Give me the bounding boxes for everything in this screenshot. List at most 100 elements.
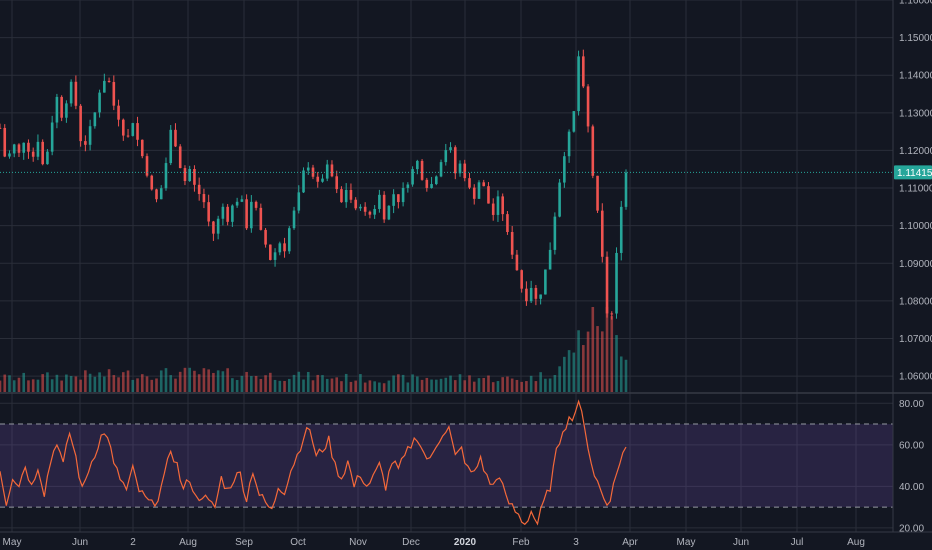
candle-body[interactable] <box>458 163 462 174</box>
candle-body[interactable] <box>496 196 500 215</box>
candle-body[interactable] <box>392 194 395 206</box>
candle-body[interactable] <box>501 196 504 215</box>
candle-body[interactable] <box>79 105 82 142</box>
candle-body[interactable] <box>283 243 286 252</box>
candle-body[interactable] <box>27 142 30 152</box>
candle-body[interactable] <box>226 206 229 222</box>
candle-body[interactable] <box>202 194 206 203</box>
candle-body[interactable] <box>136 123 139 140</box>
candle-body[interactable] <box>145 156 149 176</box>
candle-body[interactable] <box>401 187 405 203</box>
candle-body[interactable] <box>444 150 448 163</box>
candle-body[interactable] <box>425 179 429 188</box>
candle-body[interactable] <box>387 205 391 220</box>
candle-body[interactable] <box>330 164 334 177</box>
candle-body[interactable] <box>264 229 267 245</box>
candle-body[interactable] <box>155 189 158 200</box>
candle-body[interactable] <box>553 216 557 250</box>
candle-body[interactable] <box>567 131 571 157</box>
candle-body[interactable] <box>50 122 54 152</box>
candle-body[interactable] <box>84 141 87 145</box>
candle-body[interactable] <box>406 184 410 188</box>
candle-body[interactable] <box>259 207 263 230</box>
candle-body[interactable] <box>188 169 191 182</box>
candle-body[interactable] <box>3 127 7 157</box>
candle-body[interactable] <box>88 126 92 145</box>
candle-body[interactable] <box>60 96 63 118</box>
candle-body[interactable] <box>321 178 324 182</box>
candle-body[interactable] <box>435 176 438 185</box>
candle-body[interactable] <box>117 105 120 120</box>
candle-body[interactable] <box>420 160 424 180</box>
candle-body[interactable] <box>610 313 614 315</box>
candle-body[interactable] <box>416 160 419 170</box>
candle-body[interactable] <box>525 288 528 302</box>
candle-body[interactable] <box>306 167 310 171</box>
candle-body[interactable] <box>0 127 2 129</box>
candle-body[interactable] <box>245 199 248 229</box>
candle-body[interactable] <box>98 92 101 113</box>
candle-body[interactable] <box>563 156 566 183</box>
candle-body[interactable] <box>250 201 253 229</box>
candle-body[interactable] <box>624 172 628 207</box>
candle-body[interactable] <box>529 287 533 302</box>
candle-body[interactable] <box>292 210 296 229</box>
candle-body[interactable] <box>520 270 523 289</box>
candle-body[interactable] <box>316 176 320 182</box>
candle-body[interactable] <box>368 211 372 215</box>
price-candles[interactable] <box>0 49 628 320</box>
candle-body[interactable] <box>207 202 210 222</box>
candle-body[interactable] <box>373 208 376 215</box>
candle-body[interactable] <box>378 194 381 209</box>
candle-body[interactable] <box>169 129 173 164</box>
candle-body[interactable] <box>477 182 481 199</box>
candle-body[interactable] <box>269 244 272 260</box>
candle-body[interactable] <box>572 111 576 132</box>
candle-body[interactable] <box>510 232 514 255</box>
candle-body[interactable] <box>46 151 49 165</box>
candle-body[interactable] <box>297 192 301 211</box>
candle-body[interactable] <box>221 206 225 219</box>
rsi-line[interactable] <box>0 399 627 526</box>
candle-body[interactable] <box>216 218 220 234</box>
candle-body[interactable] <box>174 129 177 147</box>
candle-body[interactable] <box>122 119 125 136</box>
candle-body[interactable] <box>107 80 111 83</box>
candle-body[interactable] <box>515 254 519 271</box>
candle-body[interactable] <box>544 269 547 295</box>
candle-body[interactable] <box>254 201 258 208</box>
candle-body[interactable] <box>55 96 59 123</box>
candle-body[interactable] <box>586 86 590 127</box>
candle-body[interactable] <box>582 56 585 87</box>
candle-body[interactable] <box>302 170 305 193</box>
candle-body[interactable] <box>335 176 339 190</box>
candle-body[interactable] <box>74 81 78 106</box>
candle-body[interactable] <box>36 141 40 157</box>
candle-body[interactable] <box>159 188 163 200</box>
candle-body[interactable] <box>506 214 509 233</box>
candle-body[interactable] <box>8 153 11 157</box>
candle-body[interactable] <box>453 147 457 174</box>
candle-body[interactable] <box>482 182 486 187</box>
candle-body[interactable] <box>150 175 154 190</box>
candle-body[interactable] <box>463 163 467 179</box>
candle-body[interactable] <box>103 80 106 93</box>
price-axis[interactable]: 1.16000 1.15000 1.14000 1.13000 1.12000 1.110… <box>899 0 932 383</box>
candle-body[interactable] <box>278 243 282 253</box>
candle-body[interactable] <box>619 206 623 253</box>
candle-body[interactable] <box>193 169 196 185</box>
candle-body[interactable] <box>534 287 538 299</box>
candle-body[interactable] <box>605 256 609 314</box>
candle-body[interactable] <box>591 126 595 176</box>
candle-body[interactable] <box>231 205 234 222</box>
candle-body[interactable] <box>468 178 471 188</box>
candle-body[interactable] <box>178 146 182 169</box>
candle-body[interactable] <box>491 203 495 215</box>
candle-body[interactable] <box>273 252 277 260</box>
candle-body[interactable] <box>31 151 35 157</box>
candle-body[interactable] <box>69 81 73 104</box>
candle-body[interactable] <box>12 144 16 154</box>
candle-body[interactable] <box>449 147 452 151</box>
candle-body[interactable] <box>240 199 244 202</box>
